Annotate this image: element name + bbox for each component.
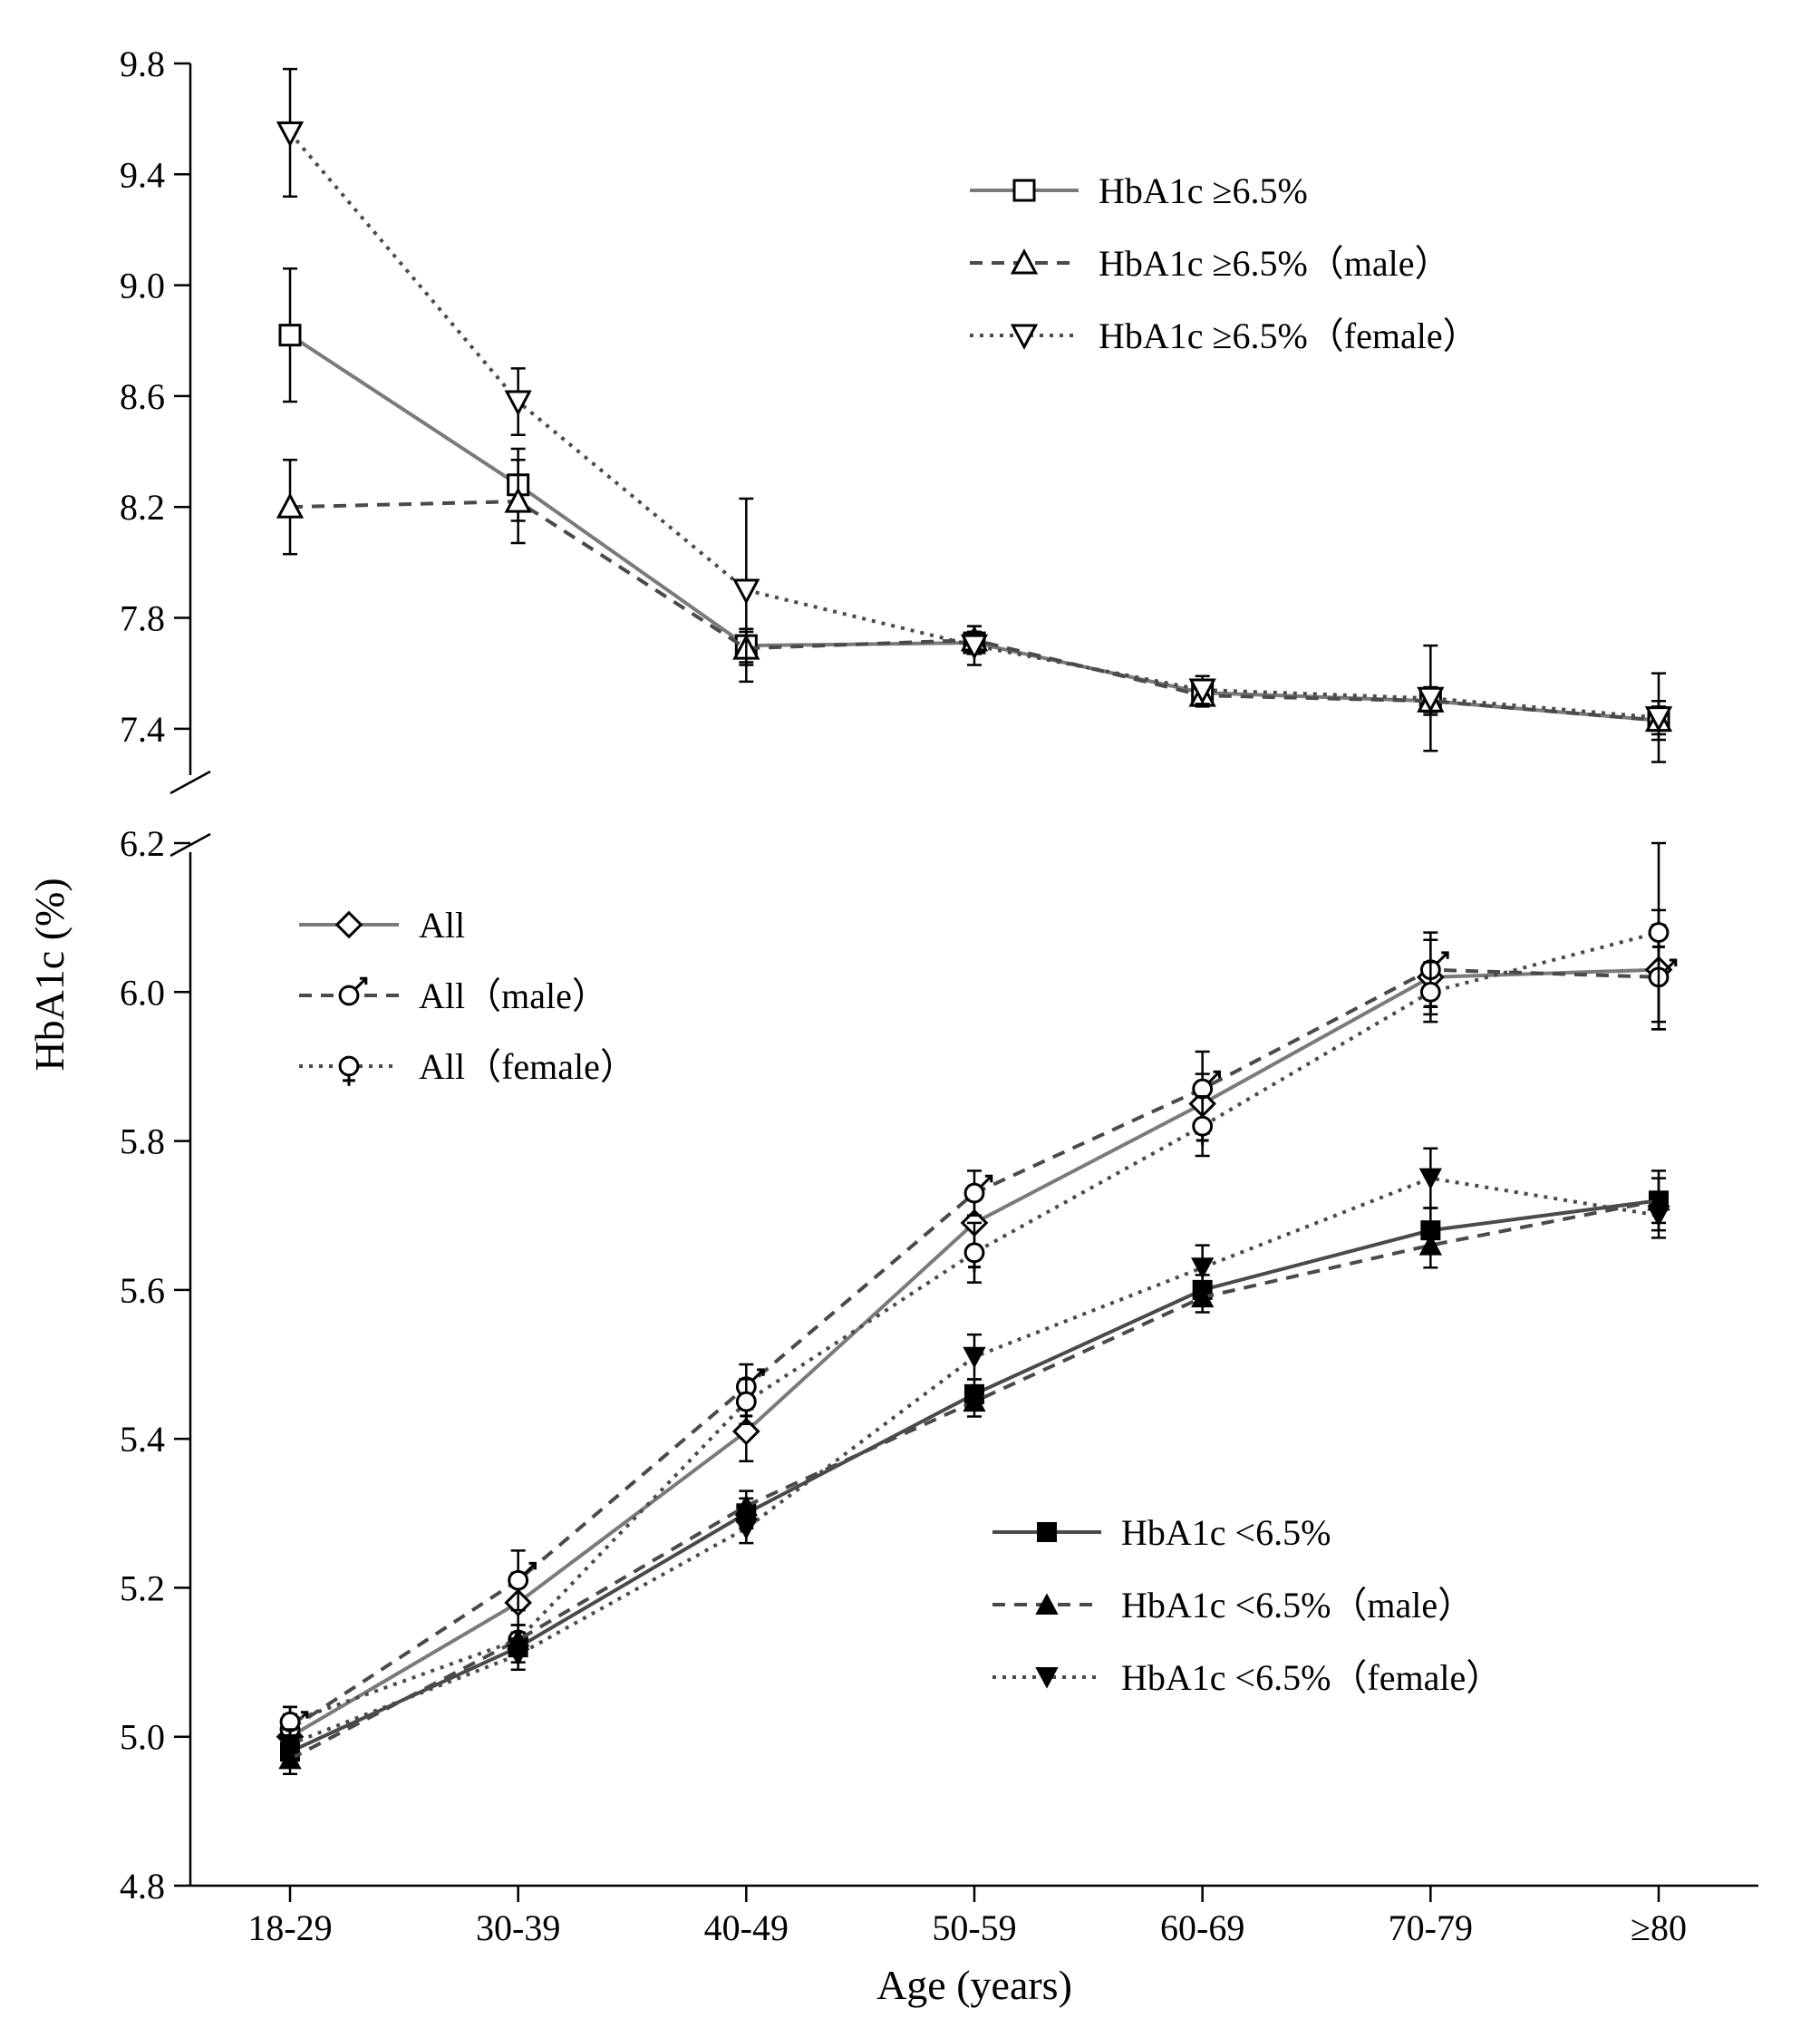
y-tick-label: 5.6 bbox=[120, 1270, 165, 1311]
y-tick-label: 9.4 bbox=[120, 154, 165, 195]
legend-label: HbA1c <6.5%（female） bbox=[1121, 1657, 1502, 1698]
y-tick-label: 8.2 bbox=[120, 487, 165, 528]
legend-label: All bbox=[419, 905, 465, 946]
legend-label: All（male） bbox=[419, 975, 608, 1016]
legend-label: All（female） bbox=[419, 1046, 636, 1087]
legend-label: HbA1c ≥6.5%（female） bbox=[1099, 315, 1479, 356]
x-tick-label: 18-29 bbox=[247, 1907, 332, 1948]
series-ge65_female bbox=[278, 69, 1670, 762]
y-tick-label: 7.8 bbox=[120, 598, 165, 639]
chart-figure: 7.4 7.8 8.2 8.6 9.0 9.4 9.8 4.8 5.0 5.2 5.4 5.6 5.8 6… bbox=[0, 0, 1820, 2028]
y-tick-label: 9.8 bbox=[120, 44, 165, 84]
y-tick-label: 5.2 bbox=[120, 1567, 165, 1608]
legend-label: HbA1c ≥6.5%（male） bbox=[1099, 243, 1451, 284]
y-tick-label: 8.6 bbox=[120, 376, 165, 417]
series-ge65_male bbox=[278, 460, 1670, 740]
y-tick-label: 5.4 bbox=[120, 1419, 165, 1460]
legend-mid: All All（male） All（female） bbox=[299, 905, 636, 1087]
y-tick-label: 6.0 bbox=[120, 972, 165, 1013]
x-tick-label: ≥80 bbox=[1631, 1907, 1687, 1948]
legend-label: HbA1c ≥6.5% bbox=[1099, 170, 1308, 211]
x-tick-label: 70-79 bbox=[1389, 1907, 1473, 1948]
x-tick-label: 40-49 bbox=[704, 1907, 789, 1948]
x-tick-label: 30-39 bbox=[476, 1907, 560, 1948]
legend-label: HbA1c <6.5%（male） bbox=[1121, 1585, 1474, 1625]
y-axis-title: HbA1c (%) bbox=[26, 878, 73, 1071]
y-tick-label: 7.4 bbox=[120, 709, 165, 750]
y-tick-label: 5.8 bbox=[120, 1121, 165, 1162]
y-tick-label: 5.0 bbox=[120, 1717, 165, 1758]
y-tick-label: 4.8 bbox=[120, 1866, 165, 1907]
x-tick-label: 50-59 bbox=[932, 1907, 1016, 1948]
legend-label: HbA1c <6.5% bbox=[1121, 1512, 1331, 1553]
y-tick-label: 9.0 bbox=[120, 266, 165, 306]
x-axis-title: Age (years) bbox=[876, 1962, 1072, 2008]
y-tick-label: 6.2 bbox=[120, 823, 165, 864]
chart-svg: 7.4 7.8 8.2 8.6 9.0 9.4 9.8 4.8 5.0 5.2 5.4 5.6 5.8 6… bbox=[0, 0, 1820, 2028]
legend-lower: HbA1c <6.5% HbA1c <6.5%（male） HbA1c <6.5%（… bbox=[992, 1512, 1502, 1698]
legend-upper: HbA1c ≥6.5% HbA1c ≥6.5%（male） HbA1c ≥6.5%（… bbox=[970, 170, 1479, 356]
x-tick-label: 60-69 bbox=[1160, 1907, 1244, 1948]
